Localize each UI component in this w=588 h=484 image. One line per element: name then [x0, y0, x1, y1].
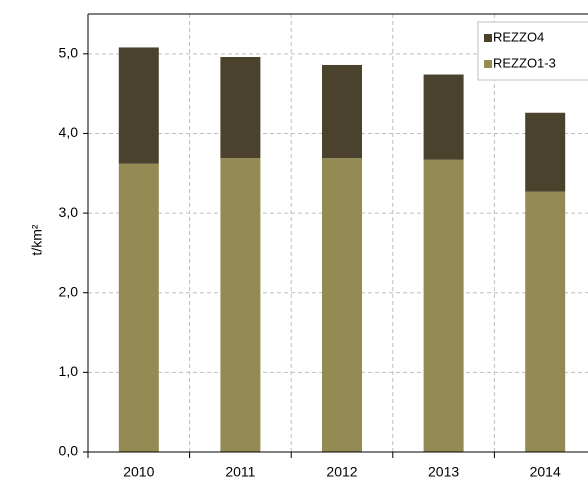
x-tick-label: 2011 — [225, 464, 255, 480]
y-tick-label: 2,0 — [59, 283, 79, 299]
bar-segment — [322, 158, 362, 452]
x-tick-label: 2014 — [530, 464, 561, 480]
bar-segment — [220, 57, 261, 159]
bar-segment — [118, 163, 159, 452]
legend-label: REZZO1-3 — [493, 55, 556, 70]
x-tick-label: 2012 — [326, 464, 357, 480]
bar-segment — [423, 74, 464, 160]
y-tick-label: 1,0 — [59, 363, 79, 379]
bar-segment — [525, 191, 566, 452]
bar-segment — [118, 47, 159, 164]
legend-label: REZZO4 — [493, 29, 544, 44]
y-tick-label: 3,0 — [59, 204, 79, 220]
y-tick-label: 5,0 — [59, 45, 79, 61]
bar-segment — [525, 112, 566, 192]
bar-segment — [220, 158, 261, 452]
bar-segment — [322, 64, 362, 159]
legend: REZZO4 REZZO1-3 — [477, 21, 588, 81]
legend-swatch — [484, 60, 492, 68]
y-tick-label: 0,0 — [59, 443, 79, 459]
y-tick-label: 4,0 — [59, 124, 79, 140]
y-axis-label: t/km² — [29, 224, 45, 255]
bar-segment — [423, 159, 464, 452]
x-tick-label: 2010 — [123, 464, 154, 480]
legend-swatch — [484, 34, 492, 42]
legend-box — [477, 21, 588, 81]
x-tick-label: 2013 — [428, 464, 459, 480]
